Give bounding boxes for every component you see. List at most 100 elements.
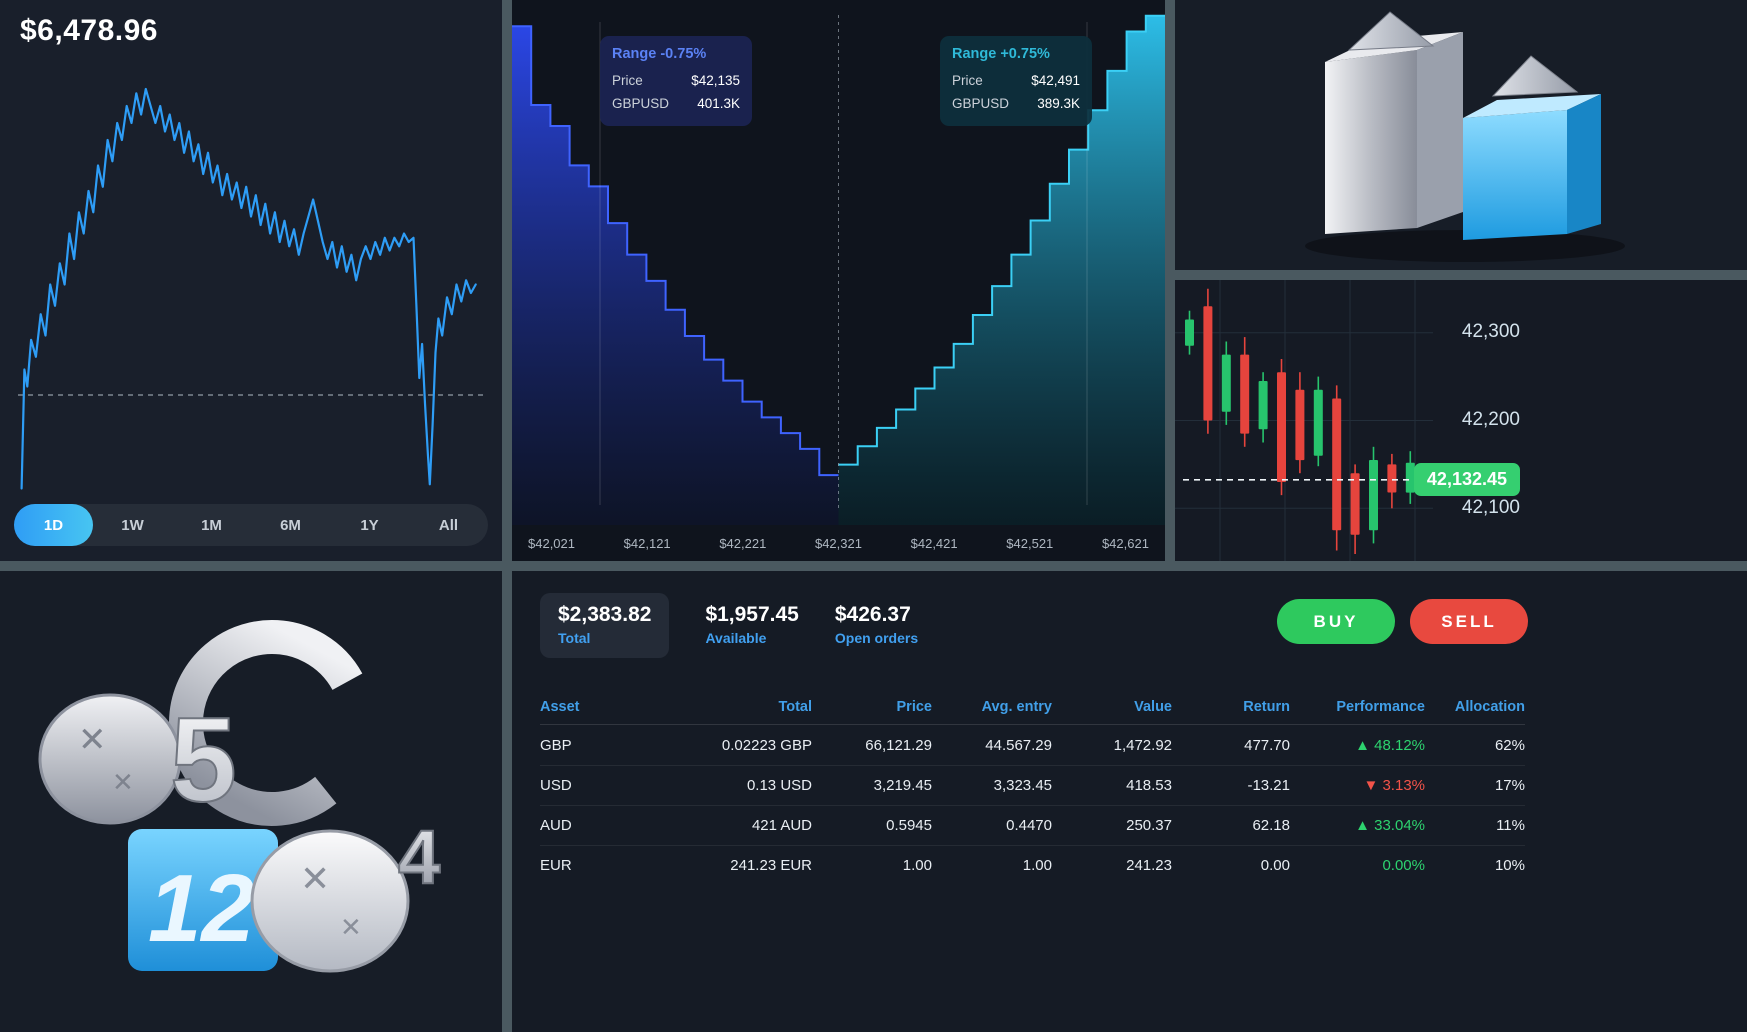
cell-performance: 0.00% (1382, 857, 1425, 874)
stat-open-orders-value: $426.37 (834, 603, 911, 626)
account-balance: $6,478.96 (20, 14, 158, 47)
cell-avg-entry: 1.00 (1022, 857, 1052, 874)
cell-asset: EUR (540, 857, 572, 874)
cell-allocation: 17% (1494, 777, 1525, 794)
cell-asset: GBP (540, 736, 572, 754)
tooltip-volume-value: 401.3K (697, 95, 740, 111)
stat-open-orders-label: Open orders (834, 630, 919, 646)
svg-text:✕: ✕ (112, 767, 134, 797)
cell-value: 241.23 (1126, 857, 1172, 874)
cell-asset: AUD (540, 817, 572, 834)
cell-return: -13.21 (1247, 777, 1290, 794)
svg-text:4: 4 (398, 815, 440, 900)
stat-open-orders[interactable]: $426.37 Open orders (835, 593, 918, 646)
cell-avg-entry: 0.4470 (1006, 817, 1052, 834)
stat-total[interactable]: $2,383.82 Total (540, 593, 670, 658)
stat-available-label: Available (705, 630, 767, 646)
table-row-usd[interactable]: USD 0.13 USD 3,219.45 3,323.45 418.53 -1… (540, 765, 1525, 805)
tooltip-price-label: Price (952, 73, 983, 88)
tooltip-volume-row: GBPUSD 401.3K (612, 93, 740, 116)
cell-return: 477.70 (1244, 736, 1290, 754)
stat-total-value: $2,383.82 (558, 603, 652, 626)
tooltip-price-row: Price $42,491 (952, 70, 1080, 93)
depth-x-label: $42,521 (1006, 536, 1054, 551)
header-price: Price (896, 698, 932, 715)
cell-total: 0.02223 GBP (721, 736, 812, 754)
candlestick-chart[interactable] (1175, 280, 1747, 561)
cell-return: 0.00 (1260, 857, 1290, 874)
3d-boxes-illustration (1305, 11, 1625, 262)
cell-performance: ▼ 3.13% (1363, 777, 1425, 794)
cell-value: 250.37 (1126, 817, 1172, 834)
cell-total: 421 AUD (751, 817, 812, 834)
table-row-gbp[interactable]: GBP 0.02223 GBP 66,121.29 44.567.29 1,47… (540, 725, 1525, 765)
cell-price: 0.5945 (886, 817, 932, 834)
tooltip-price-label: Price (612, 73, 643, 88)
range-button-6m[interactable]: 6M (251, 504, 330, 546)
cell-price: 1.00 (902, 857, 932, 874)
3d-coins-illustration: ✕ ✕ 5 12 ✕ ✕ 4 (38, 620, 441, 973)
tooltip-title: Range +0.75% (952, 46, 1050, 62)
table-row-aud[interactable]: AUD 421 AUD 0.5945 0.4470 250.37 62.18 ▲… (540, 805, 1525, 845)
tooltip-price-row: Price $42,135 (612, 70, 740, 93)
tooltip-pair-label: GBPUSD (952, 95, 1010, 111)
tooltip-price-value: $42,491 (1031, 73, 1080, 88)
svg-text:✕: ✕ (340, 912, 362, 942)
depth-x-label: $42,421 (910, 536, 958, 551)
header-avg-entry: Avg. entry (981, 698, 1052, 715)
buy-button[interactable]: BUY (1277, 599, 1395, 644)
sell-button[interactable]: SELL (1410, 599, 1528, 644)
range-button-1w[interactable]: 1W (93, 504, 172, 546)
account-stats: $2,383.82 Total $1,957.45 Available $426… (540, 593, 918, 658)
stat-available[interactable]: $1,957.45 Available (705, 593, 798, 646)
illustration-panel-coins: ✕ ✕ 5 12 ✕ ✕ 4 (0, 571, 502, 1032)
header-allocation: Allocation (1454, 698, 1525, 715)
tooltip-volume-row: GBPUSD 389.3K (952, 93, 1080, 116)
tooltip-pair-label: GBPUSD (612, 95, 670, 111)
depth-x-label: $42,221 (719, 536, 767, 551)
cell-performance: ▲ 33.04% (1355, 817, 1425, 834)
header-return: Return (1243, 698, 1290, 715)
depth-panel: Range -0.75% Price $42,135 GBPUSD 401.3K… (512, 0, 1165, 561)
range-button-all[interactable]: All (409, 504, 488, 546)
depth-x-label: $42,021 (528, 536, 575, 551)
candlestick-panel: 42,300 42,200 42,100 42,132.45 (1175, 280, 1747, 561)
portfolio-panel: $6,478.96 1D 1W 1M 6M 1Y All (0, 0, 502, 561)
table-row-eur[interactable]: EUR 241.23 EUR 1.00 1.00 241.23 0.00 0.0… (540, 845, 1525, 885)
cell-total: 0.13 USD (746, 777, 812, 794)
cell-allocation: 62% (1494, 736, 1525, 754)
y-axis-label: 42,200 (1461, 409, 1520, 430)
cell-total: 241.23 EUR (730, 857, 812, 874)
depth-tooltip-ask: Range +0.75% Price $42,491 GBPUSD 389.3K (940, 36, 1092, 126)
svg-text:12: 12 (148, 855, 255, 962)
header-performance: Performance (1336, 698, 1425, 715)
portfolio-line-chart[interactable] (12, 72, 490, 497)
range-button-1d[interactable]: 1D (14, 504, 93, 546)
range-button-1y[interactable]: 1Y (330, 504, 409, 546)
cell-avg-entry: 44.567.29 (985, 736, 1052, 754)
cell-price: 66,121.29 (865, 736, 932, 754)
svg-text:✕: ✕ (78, 721, 107, 759)
cell-allocation: 10% (1494, 857, 1525, 874)
depth-x-label: $42,321 (814, 536, 862, 551)
cell-price: 3,219.45 (873, 777, 932, 794)
cell-avg-entry: 3,323.45 (993, 777, 1052, 794)
cell-allocation: 11% (1496, 817, 1525, 834)
account-panel: $2,383.82 Total $1,957.45 Available $426… (512, 571, 1747, 1032)
depth-tooltip-bid: Range -0.75% Price $42,135 GBPUSD 401.3K (600, 36, 752, 126)
depth-x-label: $42,121 (623, 536, 671, 551)
cell-value: 418.53 (1126, 777, 1172, 794)
header-value: Value (1134, 698, 1172, 715)
y-axis-label: 42,300 (1461, 321, 1520, 342)
depth-x-axis: $42,021 $42,121 $42,221 $42,321 $42,421 … (528, 536, 1149, 551)
svg-text:✕: ✕ (300, 858, 330, 899)
stat-available-value: $1,957.45 (705, 603, 799, 626)
table-header-row: Asset Total Price Avg. entry Value Retur… (540, 689, 1525, 725)
tooltip-volume-value: 389.3K (1037, 95, 1080, 111)
holdings-table: Asset Total Price Avg. entry Value Retur… (540, 689, 1525, 885)
cell-value: 1,472.92 (1113, 736, 1172, 754)
tooltip-price-value: $42,135 (691, 73, 740, 88)
range-button-1m[interactable]: 1M (172, 504, 251, 546)
cell-performance: ▲ 48.12% (1355, 736, 1425, 754)
